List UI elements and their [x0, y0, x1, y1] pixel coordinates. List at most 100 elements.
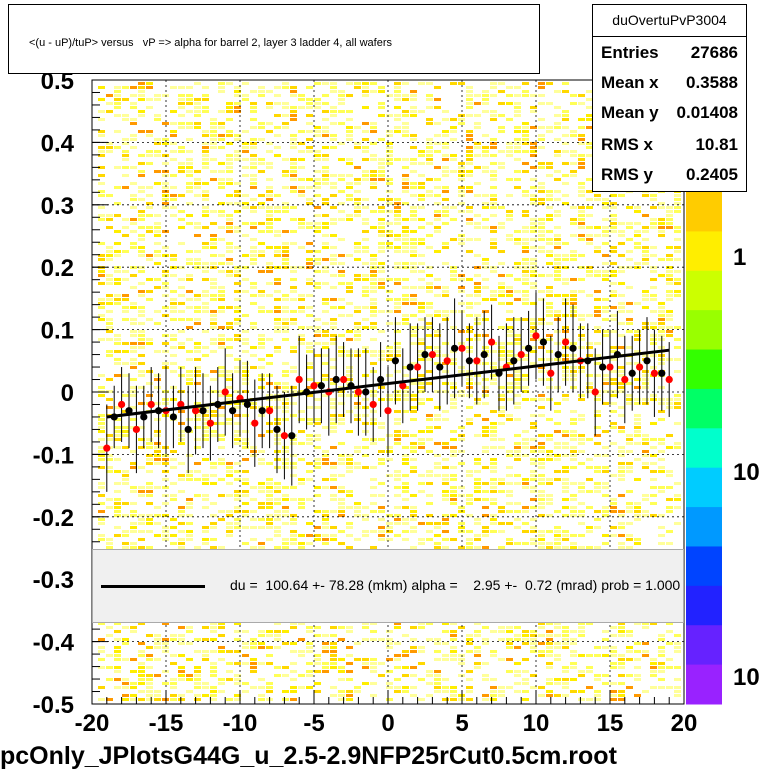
heatmap-cell: [434, 230, 441, 233]
heatmap-cell: [122, 250, 129, 253]
heatmap-cell: [554, 542, 561, 545]
heatmap-cell: [170, 198, 177, 201]
heatmap-cell: [290, 90, 297, 93]
heatmap-cell: [234, 310, 241, 313]
heatmap-cell: [514, 674, 521, 677]
heatmap-cell: [658, 206, 665, 209]
heatmap-cell: [570, 94, 577, 97]
heatmap-cell: [642, 262, 649, 265]
heatmap-cell: [314, 354, 321, 357]
heatmap-cell: [346, 214, 353, 217]
heatmap-cell: [226, 270, 233, 273]
heatmap-cell: [106, 626, 113, 629]
heatmap-cell: [538, 166, 545, 169]
heatmap-cell: [450, 694, 457, 697]
heatmap-cell: [618, 270, 625, 273]
heatmap-cell: [538, 94, 545, 97]
heatmap-cell: [234, 390, 241, 393]
heatmap-cell: [522, 678, 529, 681]
heatmap-cell: [186, 418, 193, 421]
heatmap-cell: [394, 218, 401, 221]
heatmap-cell: [234, 322, 241, 325]
heatmap-cell: [186, 474, 193, 477]
heatmap-cell: [634, 422, 641, 425]
heatmap-cell: [186, 370, 193, 373]
heatmap-cell: [514, 690, 521, 693]
heatmap-cell: [466, 106, 473, 109]
heatmap-cell: [658, 418, 665, 421]
heatmap-cell: [434, 642, 441, 645]
heatmap-cell: [338, 402, 345, 405]
heatmap-cell: [362, 326, 369, 329]
heatmap-cell: [658, 302, 665, 305]
heatmap-cell: [130, 138, 137, 141]
heatmap-cell: [538, 530, 545, 533]
heatmap-cell: [562, 82, 569, 85]
heatmap-cell: [506, 310, 513, 313]
heatmap-cell: [250, 210, 257, 213]
heatmap-cell: [538, 446, 545, 449]
heatmap-cell: [514, 150, 521, 153]
heatmap-cell: [474, 470, 481, 473]
heatmap-cell: [578, 190, 585, 193]
heatmap-cell: [162, 670, 169, 673]
heatmap-cell: [106, 258, 113, 261]
heatmap-cell: [138, 438, 145, 441]
heatmap-cell: [610, 294, 617, 297]
heatmap-cell: [618, 406, 625, 409]
heatmap-cell: [194, 298, 201, 301]
heatmap-cell: [314, 334, 321, 337]
heatmap-cell: [210, 130, 217, 133]
heatmap-cell: [530, 330, 537, 333]
heatmap-cell: [634, 242, 641, 245]
heatmap-cell: [602, 374, 609, 377]
heatmap-cell: [506, 510, 513, 513]
heatmap-cell: [562, 678, 569, 681]
heatmap-cell: [354, 310, 361, 313]
heatmap-cell: [282, 306, 289, 309]
heatmap-cell: [546, 338, 553, 341]
heatmap-cell: [538, 322, 545, 325]
heatmap-cell: [170, 698, 177, 701]
heatmap-cell: [522, 446, 529, 449]
heatmap-cell: [642, 322, 649, 325]
heatmap-cell: [298, 418, 305, 421]
heatmap-cell: [402, 94, 409, 97]
heatmap-cell: [234, 462, 241, 465]
heatmap-cell: [298, 98, 305, 101]
heatmap-cell: [242, 362, 249, 365]
heatmap-cell: [602, 454, 609, 457]
heatmap-cell: [426, 514, 433, 517]
heatmap-cell: [458, 122, 465, 125]
heatmap-cell: [138, 642, 145, 645]
heatmap-cell: [586, 266, 593, 269]
heatmap-cell: [234, 650, 241, 653]
heatmap-cell: [402, 122, 409, 125]
heatmap-cell: [314, 250, 321, 253]
heatmap-cell: [370, 258, 377, 261]
heatmap-cell: [658, 306, 665, 309]
heatmap-cell: [482, 90, 489, 93]
heatmap-cell: [482, 94, 489, 97]
heatmap-cell: [242, 206, 249, 209]
heatmap-cell: [466, 538, 473, 541]
heatmap-cell: [210, 122, 217, 125]
heatmap-cell: [250, 658, 257, 661]
heatmap-cell: [154, 286, 161, 289]
heatmap-cell: [450, 438, 457, 441]
heatmap-cell: [306, 198, 313, 201]
heatmap-cell: [650, 198, 657, 201]
heatmap-cell: [466, 514, 473, 517]
heatmap-cell: [618, 370, 625, 373]
heatmap-cell: [210, 390, 217, 393]
heatmap-cell: [442, 654, 449, 657]
heatmap-cell: [538, 82, 545, 85]
heatmap-cell: [402, 486, 409, 489]
heatmap-cell: [538, 546, 545, 549]
heatmap-cell: [458, 234, 465, 237]
heatmap-cell: [330, 662, 337, 665]
heatmap-cell: [282, 262, 289, 265]
heatmap-cell: [194, 414, 201, 417]
heatmap-cell: [354, 686, 361, 689]
heatmap-cell: [546, 454, 553, 457]
